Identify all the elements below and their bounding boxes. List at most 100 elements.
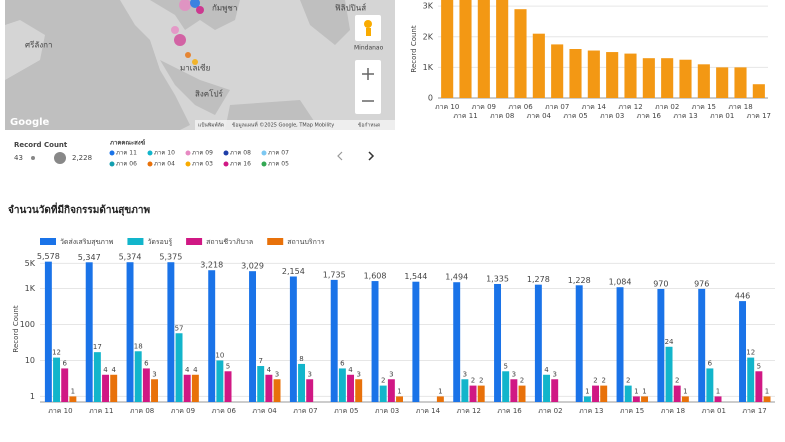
bar xyxy=(175,333,183,402)
x-tick-label: ภาค 13 xyxy=(579,407,603,415)
x-tick-label: ภาค 03 xyxy=(375,407,399,415)
y-tick-label: 1 xyxy=(30,392,35,401)
x-tick-label: ภาค 03 xyxy=(600,112,624,120)
data-label: 57 xyxy=(175,324,184,332)
legend-label: วัดรอบรู้ xyxy=(147,238,172,246)
data-label: 5,374 xyxy=(119,253,142,262)
data-label: 4 xyxy=(348,366,353,374)
bar xyxy=(551,44,564,98)
data-label: 1 xyxy=(716,387,720,395)
data-label: 2,154 xyxy=(282,267,305,276)
map-marker xyxy=(179,0,191,11)
bar xyxy=(85,262,93,402)
data-label: 5 xyxy=(757,362,761,370)
legend-label: สถานบริการ xyxy=(287,238,325,246)
legend-swatch xyxy=(186,238,203,245)
x-tick-label: ภาค 06 xyxy=(212,407,237,415)
legend-swatch xyxy=(147,161,153,167)
legend-swatch xyxy=(223,150,229,156)
data-label: 12 xyxy=(746,349,755,357)
x-tick-label: ภาค 11 xyxy=(89,407,113,415)
bar xyxy=(661,58,674,98)
bar xyxy=(69,396,77,402)
data-label: 2 xyxy=(381,377,385,385)
data-label: 1 xyxy=(642,387,646,395)
legend-swatch xyxy=(147,150,153,156)
x-tick-label: ภาค 09 xyxy=(171,407,195,415)
map-land xyxy=(150,0,240,30)
bar xyxy=(706,368,714,402)
data-label: 3 xyxy=(152,370,156,378)
data-label: 2 xyxy=(675,377,679,385)
data-label: 1,228 xyxy=(568,276,591,285)
zoom-in[interactable] xyxy=(362,68,374,80)
data-label: 4 xyxy=(111,366,116,374)
bar xyxy=(102,374,110,402)
bar xyxy=(249,271,257,402)
x-tick-label: ภาค 17 xyxy=(742,407,766,415)
bar xyxy=(167,262,175,402)
data-label: 1,084 xyxy=(609,278,632,287)
bar xyxy=(587,50,600,98)
map-place: ฟิลิปปินส์ xyxy=(335,3,366,13)
legend-next[interactable] xyxy=(368,151,375,161)
legend-label: ภาค 06 xyxy=(116,161,137,168)
map-place: กัมพูชา xyxy=(212,4,237,14)
data-label: 4 xyxy=(185,366,190,374)
pegman xyxy=(366,28,371,36)
map-marker xyxy=(174,34,186,46)
y-tick-label: 10 xyxy=(25,356,35,365)
legend-label: ภาค 07 xyxy=(268,150,289,157)
bar xyxy=(755,371,763,402)
bar xyxy=(514,9,527,98)
x-tick-label: ภาค 08 xyxy=(130,407,154,415)
data-label: 3 xyxy=(463,370,467,378)
attribution[interactable]: ข้อกำหนด xyxy=(358,122,380,129)
bar xyxy=(134,351,142,402)
data-label: 2 xyxy=(479,377,483,385)
bar xyxy=(747,357,755,402)
legend-prev[interactable] xyxy=(337,151,343,161)
bar xyxy=(110,374,118,402)
x-tick-label: ภาค 06 xyxy=(508,103,533,111)
data-label: 2 xyxy=(593,377,597,385)
bar xyxy=(665,346,673,402)
map-marker xyxy=(190,0,200,8)
x-tick-label: ภาค 18 xyxy=(661,407,685,415)
bar xyxy=(642,58,655,98)
legend-label: สถานชีวาภิบาล xyxy=(206,238,253,246)
bar xyxy=(355,379,363,402)
data-label: 2 xyxy=(520,377,524,385)
legend-swatch xyxy=(185,150,191,156)
map[interactable]: กัมพูชา ฟิลิปปินส์ ศรีลังกา มาเลเซีย สิง… xyxy=(5,0,395,130)
data-label: 1 xyxy=(585,387,589,395)
bar xyxy=(569,49,582,98)
x-tick-label: ภาค 16 xyxy=(497,407,522,415)
data-label: 5 xyxy=(503,362,507,370)
bar xyxy=(396,396,404,402)
legend-swatch xyxy=(223,161,229,167)
attribution: ข้อมูลแผนที่ ©2025 Google, TMap Mobility xyxy=(232,122,334,129)
bar xyxy=(518,385,526,402)
size-legend-title: Record Count xyxy=(14,141,68,149)
x-tick-label: ภาค 14 xyxy=(416,407,441,415)
bar xyxy=(657,288,665,402)
attribution[interactable]: แป้นพิมพ์ลัด xyxy=(198,122,224,129)
x-tick-label: ภาค 16 xyxy=(637,112,662,120)
x-tick-label: ภาค 04 xyxy=(527,112,552,120)
data-label: 18 xyxy=(134,342,143,350)
bar xyxy=(510,379,518,402)
size-legend-max: 2,228 xyxy=(72,154,92,162)
bar xyxy=(151,379,159,402)
bar xyxy=(289,276,297,402)
data-label: 1,608 xyxy=(364,272,387,281)
bar xyxy=(532,33,545,98)
bar xyxy=(273,379,281,402)
data-label: 1,735 xyxy=(323,270,346,279)
bar xyxy=(534,284,542,402)
legend-swatch xyxy=(109,161,115,167)
x-tick-label: ภาค 04 xyxy=(252,407,277,415)
data-label: 4 xyxy=(544,366,549,374)
bar xyxy=(543,374,551,402)
data-label: 17 xyxy=(93,343,102,351)
